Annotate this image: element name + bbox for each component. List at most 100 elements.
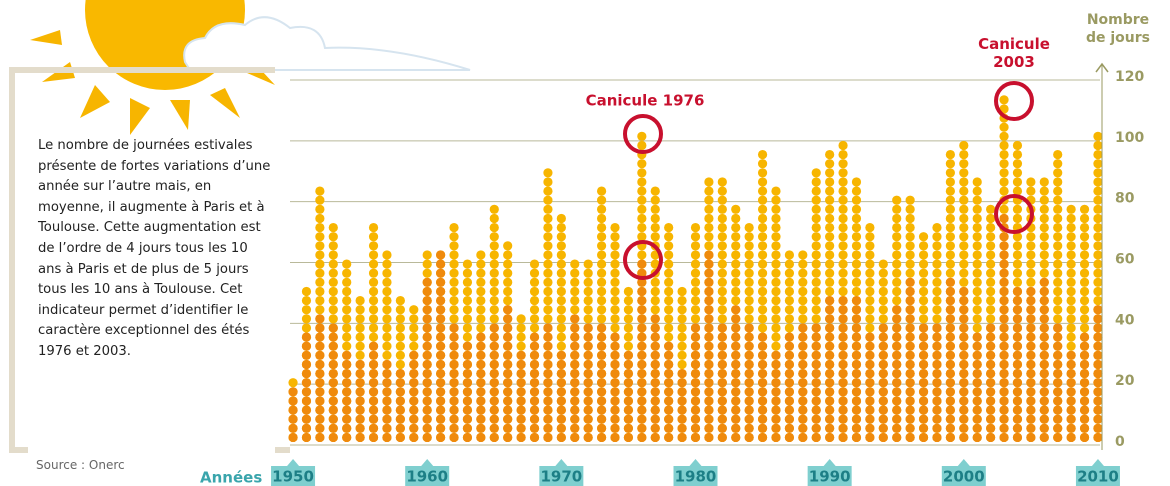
cloud [183,16,471,71]
dot-column [583,323,593,443]
dot-column [986,323,996,443]
dot-column [556,350,566,443]
annotation: Canicule 1976 [586,92,705,110]
x-tick-label: 1990 [809,468,851,486]
dot-column [865,332,875,443]
dot-column [449,323,459,443]
dot-column [959,286,969,443]
y-tick-label: 20 [1115,373,1135,389]
x-tick-label: 1950 [272,468,314,486]
dot-column [610,332,620,443]
dot-column [543,323,553,443]
dot-column [1039,277,1049,443]
x-tick-label: 2000 [943,468,985,486]
dot-column [650,314,660,443]
x-tick-label: 2010 [1077,468,1119,486]
dot-column [1012,286,1023,443]
dot-column [301,332,312,443]
y-tick-label: 120 [1115,69,1144,85]
dot-column [355,359,365,443]
dot-column [744,323,754,443]
dot-column [315,314,325,443]
dot-column [905,277,915,443]
dot-column [704,250,714,443]
dot-column [972,332,982,443]
dot-column [918,323,929,443]
dot-column [623,350,634,443]
dot-column [570,314,580,443]
text-frame [9,67,290,453]
source: Source : Onerc [36,458,125,472]
dot-column [409,350,419,443]
dot-column [717,323,727,443]
x-tick-box [1075,466,1120,486]
x-tick-mark [689,459,702,466]
dot-column [677,368,687,443]
dot-column [489,323,499,443]
dot-column [596,323,607,443]
dot-column [422,277,432,443]
dot-column [932,323,942,443]
dot-column [999,213,1009,443]
y-tick-label: 0 [1115,434,1125,450]
dot-column [328,323,338,443]
x-tick-box [807,466,852,486]
x-tick-label: 1970 [540,468,582,486]
dot-column [503,305,513,443]
dot-column [757,332,768,443]
dot-column [851,295,862,443]
dot-column [838,295,848,443]
dot-column [731,305,741,443]
dot-column [664,341,674,443]
x-tick-mark [957,459,970,466]
y-axis-label: Nombre de jours [1086,12,1150,46]
dot-column [288,387,298,443]
annotation: Canicule 2003 [978,35,1050,71]
dot-column [436,250,446,443]
dot-column [771,350,781,443]
dot-column [945,277,955,443]
description: Le nombre de journées estivales présente… [38,138,271,359]
dot-column [1093,305,1103,443]
y-tick-label: 60 [1115,252,1135,268]
dot-column [637,259,647,443]
dot-column [342,350,352,443]
dot-column [798,323,808,443]
x-tick-box [405,466,450,486]
x-tick-mark [287,459,300,466]
x-tick-mark [421,459,434,466]
x-tick-label: 1960 [406,468,448,486]
dot-column [892,305,902,443]
x-tick-mark [555,459,568,466]
dot-column [878,323,888,443]
y-tick-label: 100 [1115,130,1144,146]
dot-column [462,341,473,443]
x-tick-box [271,466,316,486]
dot-column [1026,286,1036,443]
dot-column [784,332,795,443]
x-tick-box [941,466,986,486]
dot-column [516,350,526,443]
x-tick-label: 1980 [675,468,717,486]
x-tick-mark [823,459,836,466]
dot-column [368,341,379,443]
y-tick-label: 40 [1115,312,1135,328]
x-axis-label: Années [200,469,262,486]
x-tick-box [539,466,584,486]
y-tick-label: 80 [1115,191,1135,207]
dot-column [825,295,835,443]
highlight [623,81,1034,280]
x-tick-box [673,466,718,486]
dot-column [395,368,405,443]
dot-column [1079,332,1090,443]
dot-column [1066,350,1076,443]
dot-column [476,332,486,443]
x-tick-mark [1091,459,1104,466]
dot-column [690,323,701,443]
dot-column [529,332,540,443]
dot-column [811,323,821,443]
dot-column [1053,323,1063,443]
dot-column [382,359,392,443]
